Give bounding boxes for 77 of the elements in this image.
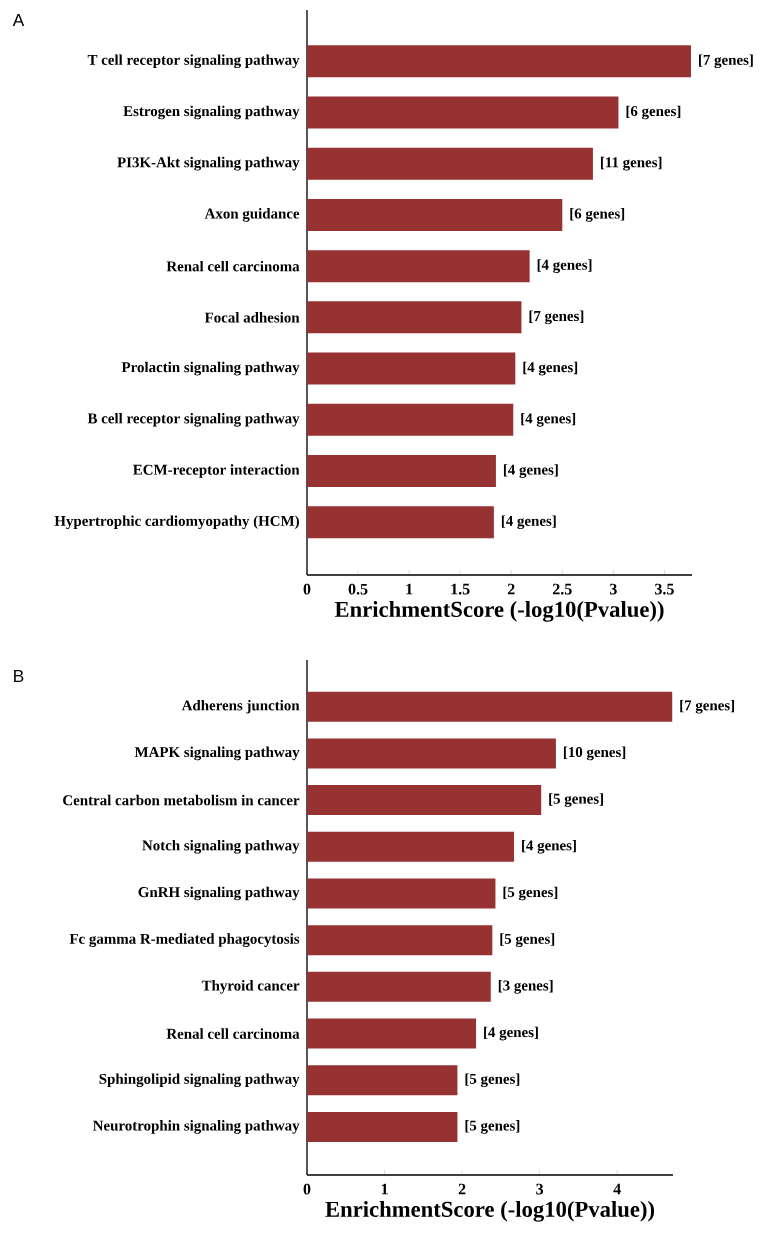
bar <box>307 250 530 283</box>
bar <box>307 878 496 909</box>
y-tick-label: ECM-receptor interaction <box>133 464 300 478</box>
annotation: [5 genes] <box>465 1120 520 1134</box>
bar <box>307 455 496 488</box>
x-axis-title: EnrichmentScore (-log10(Pvalue)) <box>334 601 664 622</box>
annotation: [6 genes] <box>626 105 681 120</box>
x-tick-label: 0 <box>303 1183 311 1195</box>
annotation: [5 genes] <box>465 1073 520 1088</box>
annotation: [4 genes] <box>522 839 576 854</box>
annotation: [5 genes] <box>503 886 558 901</box>
y-tick-label: T cell receptor signaling pathway <box>87 54 300 69</box>
y-tick-label: Notch signaling pathway <box>142 839 300 854</box>
annotation: [11 genes] <box>600 156 662 171</box>
y-tick-label: Estrogen signaling pathway <box>123 105 300 120</box>
bar <box>307 506 494 539</box>
y-tick-label: Adherens junction <box>181 699 300 714</box>
bar <box>307 96 619 129</box>
y-tick-label: Thyroid cancer <box>201 980 300 994</box>
annotation: [4 genes] <box>484 1026 538 1041</box>
bar <box>307 1111 458 1142</box>
y-tick-label: Renal cell carcinoma <box>166 1028 300 1039</box>
annotation: [4 genes] <box>521 412 576 427</box>
annotation: [3 genes] <box>498 980 553 994</box>
x-axis-title: EnrichmentScore (-log10(Pvalue)) <box>325 1201 655 1222</box>
bar <box>307 785 542 816</box>
annotation: [4 genes] <box>501 515 556 530</box>
bar <box>307 352 516 385</box>
x-tick-label: 1 <box>381 1183 388 1195</box>
y-tick-label: Hypertrophic cardiomyopathy (HCM) <box>54 515 299 530</box>
bar <box>307 925 493 956</box>
y-tick-label: Sphingolipid signaling pathway <box>99 1073 300 1088</box>
annotation: [4 genes] <box>503 464 558 478</box>
text: A <box>12 14 25 26</box>
annotation: [10 genes] <box>563 746 626 761</box>
y-tick-label: Focal adhesion <box>204 312 300 323</box>
y-tick-label: GnRH signaling pathway <box>138 886 300 901</box>
x-tick-label: 0 <box>303 583 311 595</box>
annotation: [6 genes] <box>570 208 625 222</box>
y-tick-label: Axon guidance <box>204 208 300 222</box>
annotation: [7 genes] <box>699 54 753 69</box>
x-tick-label: 3 <box>609 583 617 595</box>
bar <box>307 147 593 180</box>
x-tick-label: 3.5 <box>655 583 674 595</box>
annotation: [5 genes] <box>549 793 603 807</box>
bar <box>307 45 691 78</box>
x-tick-label: 0.5 <box>348 583 368 595</box>
bar <box>307 403 514 436</box>
y-tick-label: B cell receptor signaling pathway <box>87 412 300 427</box>
y-tick-label: MAPK signaling pathway <box>134 746 300 761</box>
x-tick-label: 2.5 <box>552 583 572 595</box>
annotation: [4 genes] <box>523 361 578 376</box>
y-tick-label: Neurotrophin signaling pathway <box>93 1120 300 1134</box>
x-tick-label: 4 <box>613 1183 621 1195</box>
y-tick-label: Prolactin signaling pathway <box>121 361 300 376</box>
bar <box>307 1018 477 1049</box>
y-tick-label: Central carbon metabolism in cancer <box>63 794 300 806</box>
bar <box>307 691 673 722</box>
bar <box>307 301 522 334</box>
x-tick-label: 1 <box>406 583 413 595</box>
bar <box>307 738 556 769</box>
y-tick-label: Fc gamma R-mediated phagocytosis <box>69 933 300 947</box>
annotation: [7 genes] <box>529 310 584 325</box>
bar <box>307 198 563 231</box>
bar <box>307 1065 458 1096</box>
y-tick-label: PI3K-Akt signaling pathway <box>117 156 300 171</box>
y-tick-label: Renal cell carcinoma <box>166 260 300 272</box>
annotation: [5 genes] <box>500 933 555 947</box>
x-tick-label: 2 <box>507 583 515 595</box>
x-tick-label: 1.5 <box>451 583 470 595</box>
bar <box>307 971 491 1002</box>
annotation: [7 genes] <box>680 699 735 714</box>
bar <box>307 831 515 862</box>
text: B <box>14 670 24 682</box>
x-tick-label: 2 <box>458 1183 466 1195</box>
annotation: [4 genes] <box>537 259 592 273</box>
x-tick-label: 3 <box>536 1183 544 1195</box>
